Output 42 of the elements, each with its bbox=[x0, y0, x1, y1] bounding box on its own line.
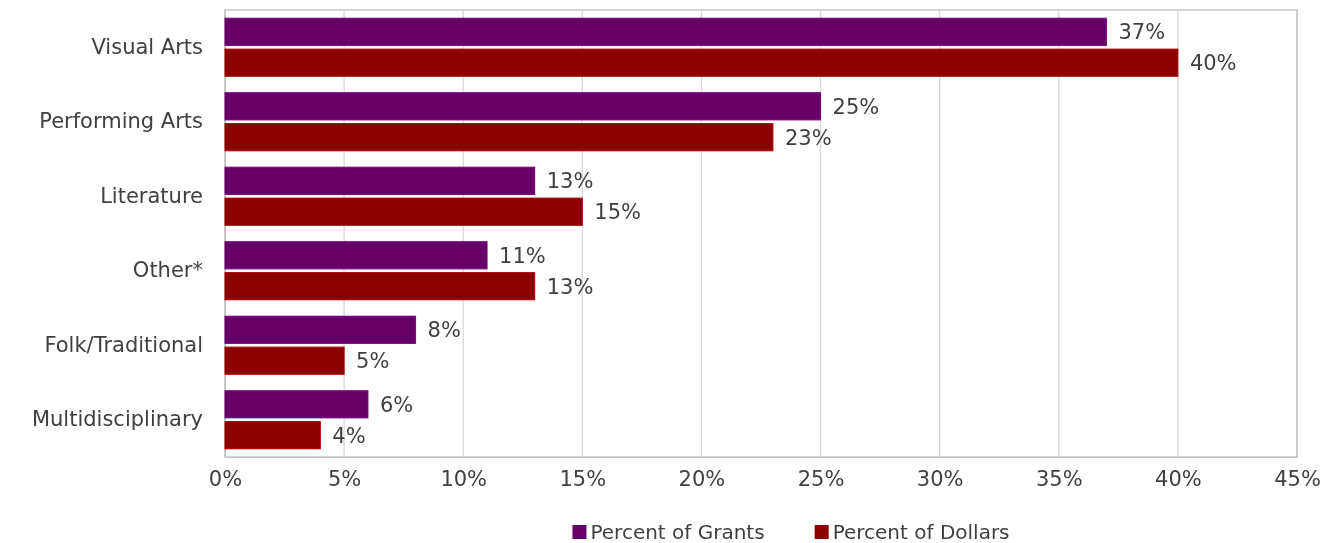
bar bbox=[224, 315, 417, 344]
data-label: 6% bbox=[379, 392, 414, 417]
y-tick-label: Other* bbox=[132, 258, 203, 283]
bar bbox=[224, 92, 822, 121]
legend-label: Percent of Grants bbox=[590, 520, 765, 543]
data-label: 13% bbox=[546, 274, 594, 299]
legend-label: Percent of Dollars bbox=[832, 520, 1010, 543]
bar bbox=[224, 197, 583, 226]
x-tick-label: 30% bbox=[916, 466, 964, 491]
y-tick-label: Folk/Traditional bbox=[44, 332, 203, 357]
data-label: 4% bbox=[332, 423, 366, 448]
x-tick-label: 0% bbox=[208, 466, 243, 491]
bar bbox=[224, 346, 345, 375]
bar bbox=[224, 17, 1107, 46]
bar bbox=[224, 123, 774, 152]
y-tick-label: Visual Arts bbox=[91, 34, 203, 59]
data-label: 25% bbox=[832, 94, 880, 119]
bar bbox=[224, 166, 536, 195]
data-label: 5% bbox=[356, 349, 390, 374]
bar bbox=[224, 421, 321, 450]
data-label: 11% bbox=[499, 243, 546, 268]
x-tick-label: 35% bbox=[1035, 466, 1083, 491]
x-tick-label: 20% bbox=[678, 466, 726, 491]
y-tick-label: Performing Arts bbox=[39, 109, 203, 134]
x-tick-label: 25% bbox=[797, 466, 845, 491]
data-label: 8% bbox=[427, 318, 461, 343]
x-tick-label: 45% bbox=[1274, 466, 1321, 491]
y-tick-label: Multidisciplinary bbox=[31, 407, 203, 432]
x-tick-label: 5% bbox=[327, 466, 362, 491]
x-tick-label: 40% bbox=[1155, 466, 1202, 491]
bar bbox=[224, 272, 536, 301]
bar bbox=[224, 48, 1179, 77]
bar bbox=[224, 241, 488, 270]
x-tick-label: 10% bbox=[440, 466, 488, 491]
bar bbox=[224, 390, 369, 419]
data-label: 37% bbox=[1118, 20, 1166, 45]
x-tick-label: 15% bbox=[559, 466, 607, 491]
data-label: 23% bbox=[784, 125, 832, 150]
data-label: 15% bbox=[594, 200, 642, 225]
data-label: 40% bbox=[1189, 51, 1237, 76]
y-tick-label: Literature bbox=[100, 183, 203, 208]
data-label: 13% bbox=[546, 169, 594, 194]
